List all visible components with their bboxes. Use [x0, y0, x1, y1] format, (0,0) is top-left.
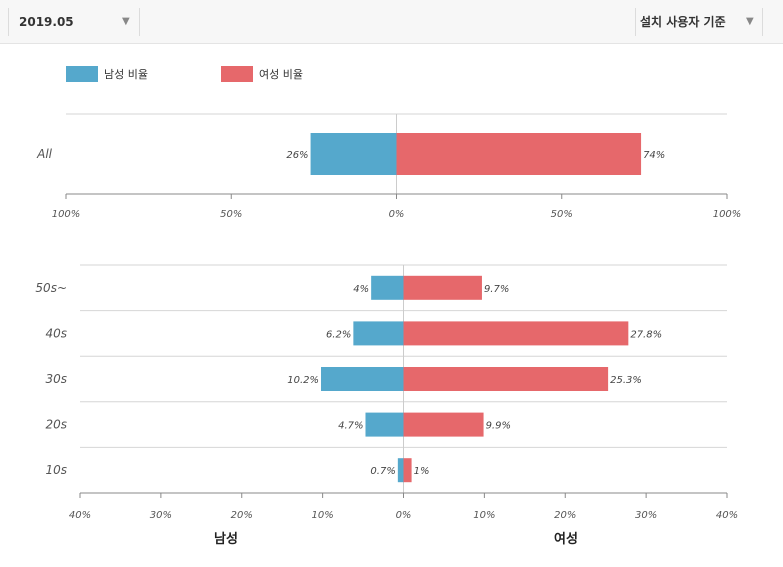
- data-label-male: 4%: [353, 284, 369, 295]
- x-tick-label: 20%: [231, 510, 253, 521]
- legend-label-female: 여성 비율: [259, 68, 303, 81]
- bar-male: [310, 133, 397, 175]
- bar-female: [396, 133, 642, 175]
- period-select-value: 2019.05: [19, 15, 74, 29]
- x-tick-label: 10%: [473, 510, 495, 521]
- data-label-female: 1%: [414, 466, 430, 477]
- bar-male: [353, 321, 404, 346]
- gender-age-chart: 남성 비율 여성 비율 100% 50% 0% 50% 100% All 26% 74% 40% 30…: [35, 66, 742, 547]
- category-label: 20s: [45, 418, 67, 432]
- chevron-down-icon: ▼: [122, 16, 130, 27]
- bar-female: [403, 458, 412, 483]
- x-tick-label: 0%: [396, 510, 412, 521]
- data-label-female: 9.7%: [484, 284, 509, 295]
- x-axis-label-female: 여성: [554, 531, 578, 547]
- data-label-female: 27.8%: [630, 329, 662, 340]
- x-tick-label: 50%: [220, 209, 242, 220]
- bar-female: [403, 321, 629, 346]
- x-tick-label: 40%: [69, 510, 91, 521]
- bar-male: [371, 275, 404, 300]
- x-tick-label: 20%: [554, 510, 576, 521]
- x-tick-label: 30%: [635, 510, 657, 521]
- x-tick-label: 10%: [312, 510, 334, 521]
- category-label: 50s~: [35, 281, 67, 295]
- bar-male: [397, 458, 404, 483]
- period-select[interactable]: 2019.05 ▼: [8, 8, 140, 36]
- data-label-male: 6.2%: [326, 329, 351, 340]
- bar-female: [403, 367, 609, 391]
- x-tick-label: 40%: [716, 510, 738, 521]
- x-tick-label: 100%: [713, 209, 742, 220]
- bar-male: [321, 367, 404, 391]
- category-label: 30s: [45, 372, 67, 386]
- legend-swatch-male: [66, 66, 98, 82]
- bar-male: [365, 412, 404, 437]
- category-label: 10s: [45, 463, 67, 477]
- legend-label-male: 남성 비율: [104, 68, 148, 81]
- data-label-male: 0.7%: [370, 466, 395, 477]
- bar-female: [403, 275, 482, 300]
- data-label-male: 4.7%: [338, 421, 363, 432]
- x-tick-label: 50%: [551, 209, 573, 220]
- data-label-male: 26%: [286, 150, 308, 161]
- basis-select-value: 설치 사용자 기준: [640, 15, 726, 29]
- data-label-female: 74%: [643, 150, 665, 161]
- data-label-female: 9.9%: [486, 421, 511, 432]
- bar-female: [403, 412, 484, 437]
- data-label-female: 25.3%: [610, 375, 642, 386]
- category-label: 40s: [45, 326, 67, 340]
- legend-swatch-female: [221, 66, 253, 82]
- data-label-male: 10.2%: [287, 375, 319, 386]
- x-tick-label: 100%: [52, 209, 81, 220]
- basis-select[interactable]: 설치 사용자 기준 ▼: [635, 8, 763, 36]
- category-label: All: [36, 147, 53, 161]
- filter-bar: 2019.05 ▼ 설치 사용자 기준 ▼: [0, 0, 783, 44]
- x-axis-label-male: 남성: [214, 531, 238, 547]
- chevron-down-icon: ▼: [746, 16, 754, 27]
- x-tick-label: 30%: [150, 510, 172, 521]
- x-tick-label: 0%: [389, 209, 405, 220]
